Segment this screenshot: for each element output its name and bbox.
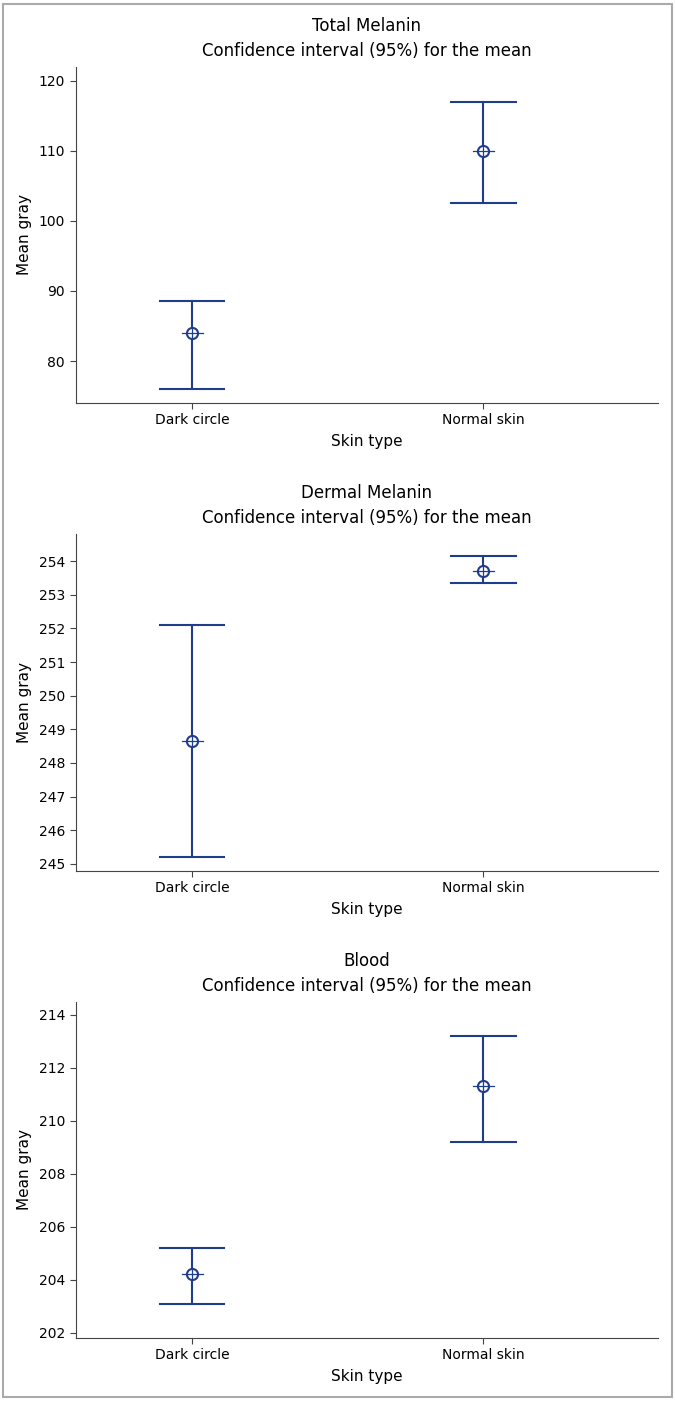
X-axis label: Skin type: Skin type [331, 434, 403, 450]
Y-axis label: Mean gray: Mean gray [17, 195, 32, 276]
X-axis label: Skin type: Skin type [331, 1369, 403, 1384]
X-axis label: Skin type: Skin type [331, 902, 403, 916]
Title: Blood
Confidence interval (95%) for the mean: Blood Confidence interval (95%) for the … [202, 951, 532, 995]
Y-axis label: Mean gray: Mean gray [17, 1129, 32, 1210]
Title: Dermal Melanin
Confidence interval (95%) for the mean: Dermal Melanin Confidence interval (95%)… [202, 485, 532, 527]
Y-axis label: Mean gray: Mean gray [17, 661, 32, 743]
Title: Total Melanin
Confidence interval (95%) for the mean: Total Melanin Confidence interval (95%) … [202, 17, 532, 60]
